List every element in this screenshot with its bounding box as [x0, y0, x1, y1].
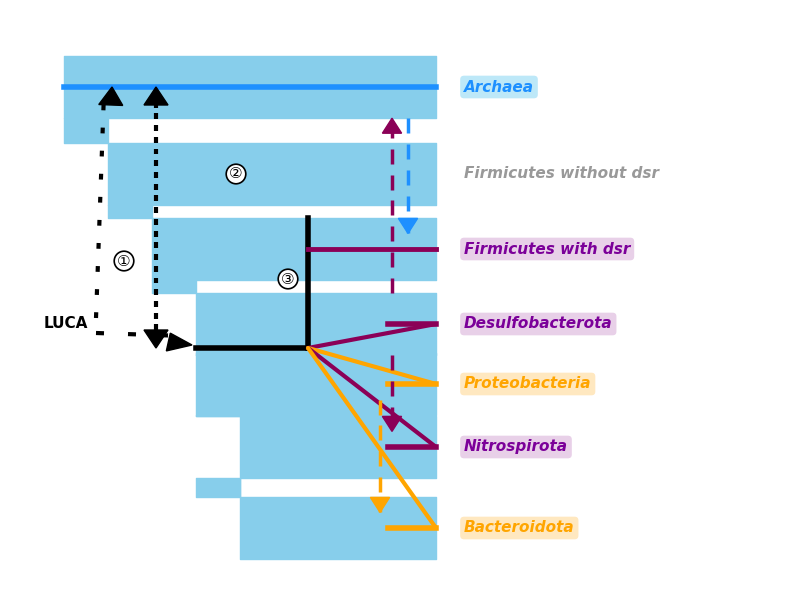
Polygon shape	[398, 218, 418, 233]
Text: ③: ③	[281, 271, 295, 286]
Text: Firmicutes without dsr: Firmicutes without dsr	[464, 166, 659, 181]
Polygon shape	[370, 497, 390, 512]
Text: Firmicutes with dsr: Firmicutes with dsr	[464, 241, 630, 257]
Text: Nitrospirota: Nitrospirota	[464, 439, 568, 455]
Text: LUCA: LUCA	[44, 317, 88, 331]
Polygon shape	[98, 87, 122, 106]
Text: Desulfobacterota: Desulfobacterota	[464, 317, 613, 331]
Polygon shape	[382, 416, 402, 431]
Text: Proteobacteria: Proteobacteria	[464, 377, 591, 391]
Polygon shape	[166, 333, 192, 351]
Polygon shape	[144, 330, 168, 348]
Polygon shape	[144, 87, 168, 105]
Text: Archaea: Archaea	[464, 79, 534, 94]
Text: Bacteroidota: Bacteroidota	[464, 520, 574, 535]
Polygon shape	[382, 118, 402, 133]
Text: ②: ②	[229, 166, 243, 181]
Text: ①: ①	[117, 254, 131, 269]
